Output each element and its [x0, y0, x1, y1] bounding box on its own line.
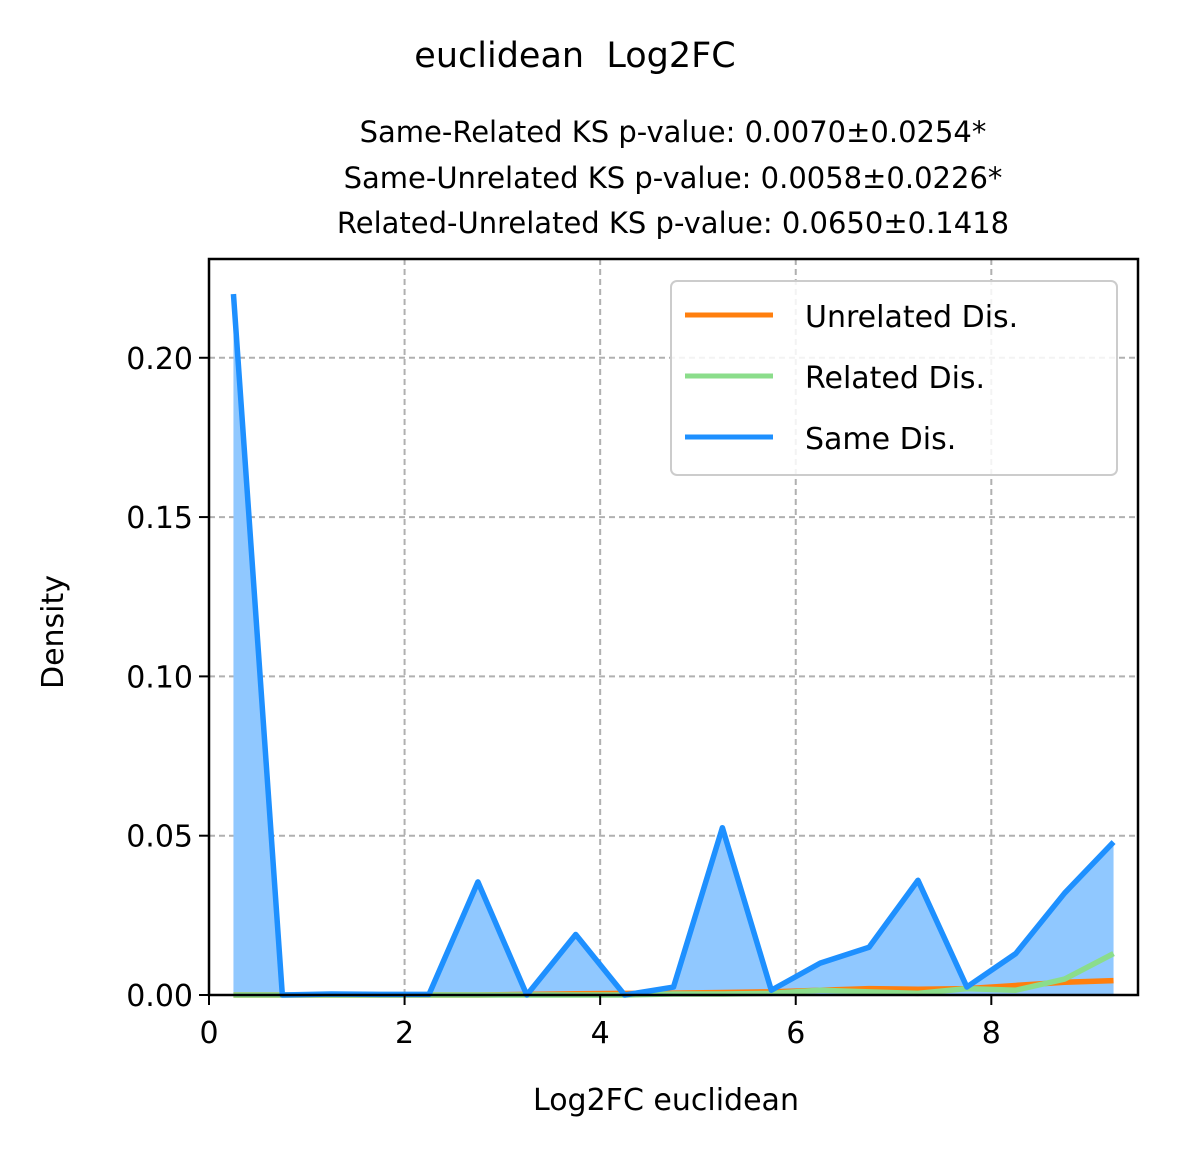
- chart-subtitle-line-3: Related-Unrelated KS p-value: 0.0650±0.1…: [337, 206, 1009, 240]
- y-tick-label: 0.15: [126, 501, 193, 536]
- legend-box: [670, 280, 1118, 476]
- legend-label-unrelated: Unrelated Dis.: [805, 300, 1018, 335]
- x-tick-label: 4: [591, 1016, 610, 1051]
- x-tick-label: 6: [786, 1016, 805, 1051]
- legend: Unrelated Dis. Related Dis. Same Dis.: [670, 280, 1118, 476]
- x-tick-label: 0: [199, 1016, 218, 1051]
- y-tick-label: 0.05: [126, 820, 193, 855]
- x-tick-label: 2: [395, 1016, 414, 1051]
- y-tick-label: 0.00: [126, 979, 193, 1014]
- y-axis-label: Density: [36, 575, 71, 689]
- axis-ticks: 0 2 4 6 8 0.00 0.05 0.10 0.15 0.20: [126, 342, 1001, 1051]
- x-axis-label: Log2FC euclidean: [533, 1083, 799, 1118]
- chart-title: euclidean Log2FC: [414, 36, 735, 76]
- chart-subtitle-line-1: Same-Related KS p-value: 0.0070±0.0254*: [360, 115, 987, 149]
- chart-subtitle-line-2: Same-Unrelated KS p-value: 0.0058±0.0226…: [344, 161, 1003, 195]
- plot-area-frame: [207, 257, 1140, 997]
- legend-label-related: Related Dis.: [805, 361, 985, 396]
- legend-label-same: Same Dis.: [805, 422, 956, 457]
- y-tick-label: 0.10: [126, 660, 193, 695]
- x-tick-label: 8: [982, 1016, 1001, 1051]
- y-tick-label: 0.20: [126, 342, 193, 377]
